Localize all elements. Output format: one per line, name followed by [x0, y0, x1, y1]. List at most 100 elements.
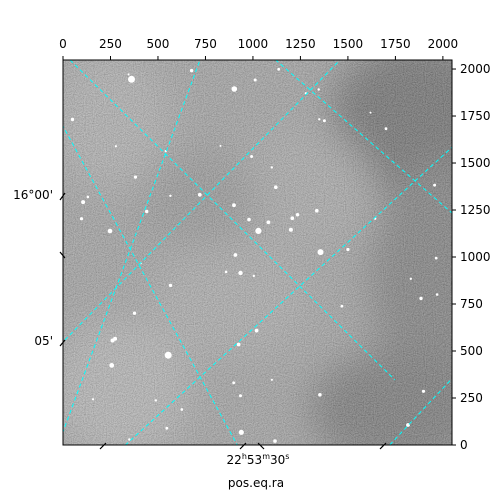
star [317, 88, 320, 91]
star [114, 145, 117, 148]
top-tick-label: 1500 [333, 37, 364, 51]
star [127, 73, 130, 76]
stars [70, 67, 439, 443]
dec-tick [59, 192, 66, 201]
star [219, 144, 222, 147]
star [254, 328, 259, 333]
star [128, 438, 131, 441]
grid-line [63, 60, 341, 343]
star [180, 408, 184, 411]
grid-line [63, 60, 201, 434]
star [79, 217, 84, 221]
star [433, 183, 437, 187]
top-tick-label: 250 [99, 37, 122, 51]
ra-tick [239, 442, 247, 450]
x-axis-label: pos.eq.ra [228, 476, 284, 490]
star [133, 175, 138, 179]
star [421, 389, 426, 393]
top-axis: 0 250 500 750 1000 1250 1500 1750 2000 [59, 37, 458, 60]
star [346, 247, 350, 252]
star [317, 249, 324, 256]
star [288, 227, 293, 232]
star [168, 283, 173, 288]
star [274, 185, 278, 189]
top-tick-label: 1000 [238, 37, 269, 51]
star [273, 439, 277, 443]
star [233, 253, 238, 257]
star [295, 213, 300, 217]
star [384, 127, 388, 131]
star [435, 293, 439, 296]
star [318, 118, 321, 121]
dec-tick-label: 05' [34, 334, 53, 348]
star [169, 194, 172, 197]
right-tick-label: 750 [460, 297, 483, 311]
dec-tick [59, 339, 66, 347]
star [238, 429, 244, 435]
star [236, 342, 241, 347]
star [128, 75, 135, 83]
star [290, 216, 295, 220]
ra-axis: 22h53m30s pos.eq.ra [99, 442, 387, 490]
star [231, 86, 238, 92]
top-tick-label: 1250 [285, 37, 316, 51]
star [270, 378, 273, 381]
star [232, 381, 236, 385]
star [318, 393, 322, 397]
star [247, 217, 251, 222]
coordinate-grid [63, 60, 452, 445]
star [189, 68, 194, 73]
star [81, 200, 86, 205]
star [145, 209, 149, 214]
star [270, 166, 273, 169]
ra-tick [257, 442, 265, 450]
star [409, 277, 412, 280]
star [266, 220, 271, 225]
star [255, 227, 262, 234]
star [197, 192, 202, 197]
star [238, 270, 243, 276]
star [419, 296, 423, 301]
star [91, 398, 95, 401]
star [107, 228, 113, 234]
star [109, 363, 115, 368]
star [132, 311, 137, 315]
right-tick-label: 1000 [460, 250, 491, 264]
top-tick-label: 2000 [428, 37, 459, 51]
star [165, 426, 169, 430]
star [164, 351, 172, 359]
grid-line [389, 377, 452, 445]
ra-tick [379, 442, 387, 450]
right-tick-label: 1750 [460, 109, 491, 123]
star [86, 195, 90, 199]
star [250, 155, 254, 158]
star [277, 67, 281, 71]
star [224, 270, 228, 274]
star [434, 256, 438, 260]
star [369, 111, 372, 114]
plot-frame [62, 59, 453, 446]
dec-tick [59, 251, 66, 259]
ra-tick-label: 22h53m30s [227, 452, 290, 467]
star [239, 394, 242, 398]
top-tick-label: 750 [194, 37, 217, 51]
right-tick-label: 1250 [460, 203, 491, 217]
top-tick-label: 0 [59, 37, 67, 51]
ra-tick [99, 442, 107, 450]
grid-line [69, 60, 396, 381]
dec-tick-label: 16°00' [13, 188, 53, 202]
star [340, 304, 344, 308]
right-tick-label: 250 [460, 391, 483, 405]
right-tick-label: 2000 [460, 62, 491, 76]
star [252, 274, 255, 278]
star [154, 399, 157, 402]
right-tick-label: 0 [460, 438, 468, 452]
star [315, 208, 319, 213]
right-tick-label: 500 [460, 344, 483, 358]
star [113, 336, 118, 341]
sky-image [63, 60, 452, 445]
star [322, 119, 326, 123]
star [70, 117, 75, 122]
star [232, 203, 236, 208]
